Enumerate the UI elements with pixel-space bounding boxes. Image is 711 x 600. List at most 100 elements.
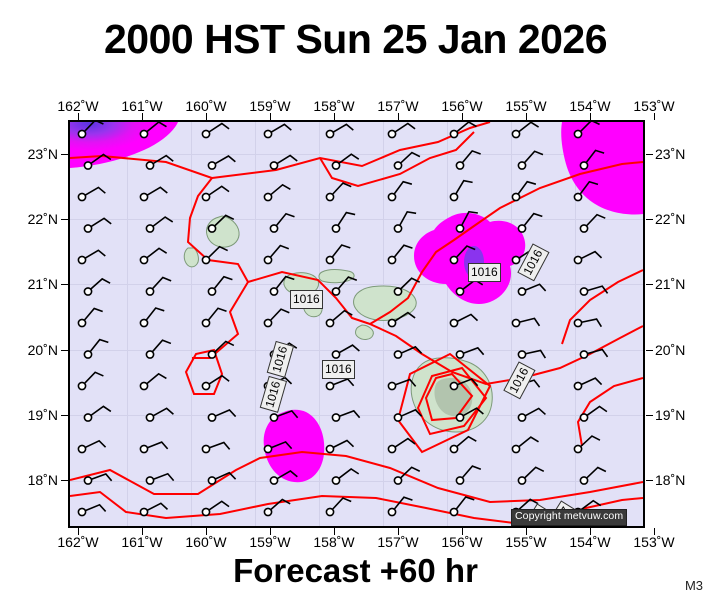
wind-barb-staff — [147, 441, 169, 450]
wind-barb-station — [83, 287, 93, 296]
lon-tick-mark-bottom — [590, 528, 591, 535]
wind-barb-station — [325, 255, 335, 265]
lon-tick-label-top: 156˚W — [441, 98, 483, 114]
wind-barb-station — [325, 507, 335, 517]
wind-barb-staff — [395, 378, 417, 387]
wind-barb-station — [145, 476, 155, 485]
lon-tick-label-bottom: 162˚W — [57, 534, 99, 550]
wind-barb-staff — [460, 210, 478, 226]
wind-barb-station — [455, 224, 465, 233]
map-plot-area[interactable]: 1016101610161016101610161016101810171016… — [68, 120, 645, 528]
lon-tick-label-top: 158˚W — [313, 98, 355, 114]
wind-barb-station — [269, 413, 279, 422]
lat-tick-mark-left — [61, 219, 68, 221]
wind-barb-station — [455, 287, 465, 296]
wind-barb-staff — [332, 123, 354, 133]
wind-barb-staff — [276, 469, 298, 480]
lon-tick-label-bottom: 156˚W — [441, 534, 483, 550]
lon-tick-label-bottom: 153˚W — [633, 534, 675, 550]
lon-tick-mark-top — [142, 113, 143, 120]
wind-barb-station — [263, 129, 273, 139]
model-tag: M3 — [684, 578, 703, 593]
wind-barb-staff — [271, 440, 293, 450]
wind-barb-station — [455, 413, 465, 422]
lon-tick-mark-bottom — [654, 528, 655, 535]
wind-barb-staff — [461, 149, 481, 164]
isobar-value-label: 1016 — [322, 360, 355, 379]
lon-tick-mark-top — [526, 113, 527, 120]
wind-barb-station — [77, 129, 87, 139]
lat-tick-label-left: 20˚N — [27, 341, 58, 358]
wind-barb-station — [579, 224, 589, 233]
wind-barb-station — [517, 224, 527, 233]
lat-tick-label-left: 21˚N — [27, 276, 58, 293]
wind-barb-station — [573, 444, 583, 454]
wind-barb-staff — [85, 503, 107, 512]
wind-barb-station — [263, 507, 273, 517]
wind-barb-staff — [275, 275, 295, 290]
lon-tick-label-top: 161˚W — [121, 98, 163, 114]
wind-barb-station — [387, 192, 397, 202]
wind-barb-staff — [579, 122, 600, 133]
wind-barb-staff — [463, 346, 485, 356]
wind-barb-station — [207, 413, 217, 422]
wind-barb-staff — [586, 405, 608, 417]
lon-tick-label-top: 157˚W — [377, 98, 419, 114]
wind-barb-station — [393, 476, 403, 485]
wind-barbs-layer — [77, 122, 609, 517]
wind-barb-station — [269, 287, 279, 296]
wind-barb-station — [511, 255, 521, 265]
wind-barb-station — [449, 255, 459, 265]
wind-barb-station — [573, 381, 583, 391]
lat-tick-label-right: 20˚N — [655, 341, 686, 358]
wind-barb-staff — [269, 308, 290, 321]
lon-tick-mark-top — [654, 113, 655, 120]
wind-barb-station — [393, 413, 403, 422]
lat-tick-label-right: 22˚N — [655, 211, 686, 228]
wind-barb-staff — [585, 213, 606, 227]
wind-barb-staff — [580, 435, 601, 448]
lat-tick-mark-right — [646, 154, 653, 155]
lon-tick-mark-bottom — [398, 528, 399, 535]
lat-tick-mark-left — [61, 414, 68, 416]
wind-barb-staff — [84, 439, 107, 449]
wind-barb-station — [139, 507, 149, 517]
wind-barb-station — [331, 161, 341, 170]
wind-barb-station — [393, 287, 403, 296]
wind-barb-staff — [400, 345, 423, 354]
wind-barb-staff — [586, 466, 607, 479]
wind-barb-staff — [337, 211, 356, 226]
wind-barb-staff — [393, 180, 413, 195]
wind-barb-staff — [90, 217, 112, 228]
wind-barb-staff — [331, 182, 352, 195]
wind-barb-station — [83, 224, 93, 233]
isobar-value-label: 1016 — [290, 290, 323, 309]
copyright-notice: Copyright metvuw.com — [511, 509, 628, 526]
wind-barb-staff — [338, 153, 360, 165]
wind-barb-station — [201, 318, 211, 328]
wind-barb-staff — [517, 180, 537, 195]
wind-barb-staff — [523, 212, 543, 227]
wind-barb-staff — [399, 211, 417, 226]
wind-barb-station — [145, 350, 155, 359]
wind-barb-station — [455, 350, 465, 359]
wind-barb-station — [573, 129, 583, 139]
wind-barb-station — [263, 444, 273, 454]
wind-barb-station — [83, 161, 93, 170]
lon-tick-label-top: 153˚W — [633, 98, 675, 114]
wind-barb-staff — [400, 151, 421, 164]
wind-barb-station — [207, 476, 217, 485]
wind-barb-station — [517, 350, 527, 359]
wind-barb-staff — [518, 122, 540, 133]
wind-barb-station — [579, 350, 589, 359]
wind-barb-staff — [455, 496, 475, 510]
wind-barb-station — [139, 192, 149, 202]
wind-barb-station — [511, 318, 521, 328]
wind-barb-staff — [152, 216, 174, 227]
lat-tick-mark-right — [646, 480, 653, 481]
wind-barb-station — [511, 129, 521, 139]
wind-barb-station — [393, 350, 403, 359]
wind-barb-staff — [394, 122, 416, 133]
wind-barb-station — [139, 255, 149, 265]
wind-barb-staff — [400, 466, 421, 479]
